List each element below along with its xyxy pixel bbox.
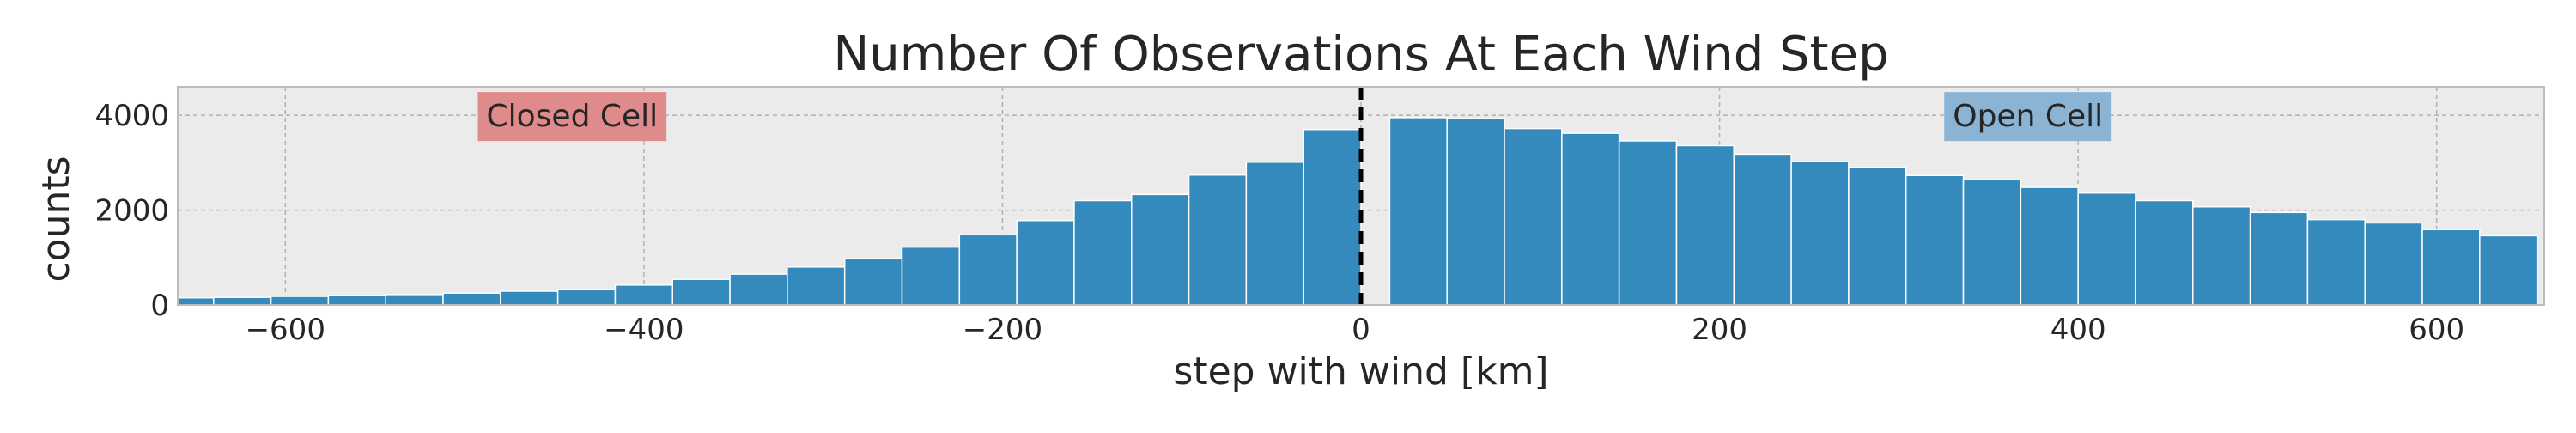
histogram-bar — [213, 296, 272, 305]
x-tick-label: −600 — [246, 313, 325, 347]
histogram-bar — [1905, 174, 1965, 305]
x-tick-label: −400 — [604, 313, 683, 347]
x-axis-label: step with wind [km] — [1173, 350, 1548, 393]
histogram-bar — [1388, 117, 1448, 305]
annotation-text: Open Cell — [1953, 99, 2103, 134]
chart-title: Number Of Observations At Each Wind Step — [833, 27, 1888, 82]
histogram-bar — [1016, 219, 1075, 305]
histogram-bar — [843, 258, 903, 305]
x-tick-label: −200 — [963, 313, 1042, 347]
tick-labels: −600 −400 −200 0 200 400 600 0 2000 4000 — [94, 99, 2464, 347]
annotation-box — [477, 92, 667, 142]
x-tick-label: 200 — [1692, 313, 1747, 347]
annotation-label: Closed Cell — [477, 92, 667, 142]
histogram-bar — [1962, 179, 2022, 305]
histogram-bar — [1733, 153, 1792, 305]
histogram-bar — [1675, 144, 1735, 305]
y-tick-label: 4000 — [94, 99, 169, 133]
annotation-box — [1944, 92, 2112, 142]
histogram-bar — [2020, 186, 2079, 305]
y-tick-label: 2000 — [94, 194, 169, 229]
histogram-bar — [787, 266, 846, 305]
histogram-bar — [901, 246, 961, 305]
plot-frame — [177, 86, 2545, 306]
histogram-bar — [2364, 222, 2423, 305]
histogram-bar — [1188, 174, 1248, 305]
histogram-bar — [1618, 140, 1678, 305]
x-tick-label: 600 — [2409, 313, 2464, 347]
histogram-bar — [385, 294, 444, 305]
histogram-bar — [2421, 229, 2481, 305]
histogram-bar — [958, 234, 1018, 305]
histogram-bar — [2249, 211, 2309, 305]
y-tick-label: 0 — [150, 289, 169, 323]
histogram-bar — [2077, 192, 2136, 305]
histogram-bar — [1504, 127, 1563, 305]
x-tick-label: 0 — [1352, 313, 1370, 347]
histogram-bar — [556, 289, 617, 305]
annotations: Closed Cell Open Cell — [477, 92, 2112, 142]
histogram-bar — [2479, 235, 2538, 305]
histogram-bar — [729, 273, 788, 305]
histogram-bar — [1131, 193, 1190, 305]
histogram-bar — [442, 292, 501, 305]
histogram-bar — [1446, 118, 1505, 305]
histogram-bar — [500, 290, 559, 305]
histogram-bar — [671, 278, 731, 305]
histogram-bar — [2306, 218, 2366, 305]
histogram-bar — [1790, 161, 1850, 305]
histogram-bar — [1303, 128, 1362, 305]
histogram-bar — [1848, 167, 1907, 305]
histogram-bar — [614, 284, 674, 305]
y-axis-label: counts — [34, 156, 78, 282]
histogram-bar — [2192, 205, 2251, 305]
histogram-bar — [1561, 132, 1620, 305]
bars — [178, 117, 2538, 305]
x-tick-label: 400 — [2050, 313, 2106, 347]
annotation-label: Open Cell — [1944, 92, 2112, 142]
histogram-bar — [327, 295, 386, 305]
histogram-bar — [2135, 199, 2194, 305]
annotation-text: Closed Cell — [487, 99, 659, 134]
histogram-bar — [1073, 199, 1133, 305]
histogram-bar — [270, 296, 330, 305]
histogram-bar — [1245, 162, 1304, 305]
